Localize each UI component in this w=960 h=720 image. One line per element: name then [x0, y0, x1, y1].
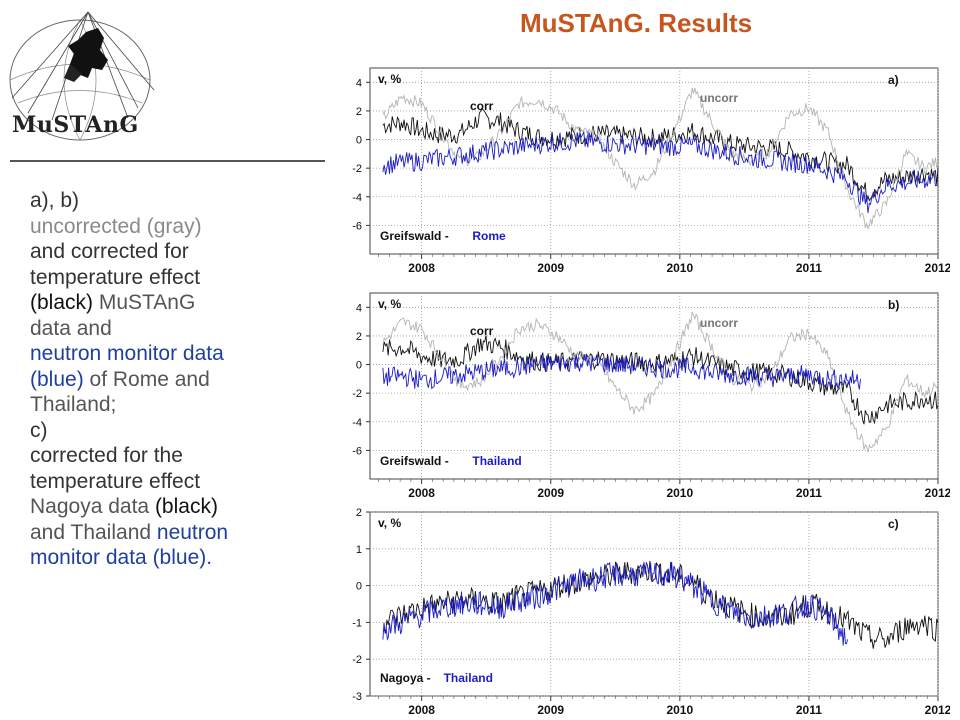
- desc-corr-3: (black) MuSTAnG: [30, 290, 310, 316]
- series-line-nagoya: [382, 560, 939, 649]
- desc-nm-3: Thailand;: [30, 393, 117, 416]
- series-line-thailand: [382, 354, 861, 390]
- y-tick-label: 0: [356, 135, 362, 147]
- desc-corr-3a: (black): [30, 291, 94, 314]
- chart-panel-c: 2 1 0 -1 -2 -3 2008 2009 2010 2011 2012 v, % c) Nagoy…: [352, 507, 950, 715]
- legend-station-black: Nagoya -: [380, 671, 431, 685]
- x-tick-label: 2012: [925, 261, 950, 275]
- y-tick-label: -6: [352, 220, 362, 232]
- y-axis-label: v, %: [378, 516, 401, 530]
- y-tick-label: 0: [356, 360, 362, 372]
- series-line-uncorr: [382, 311, 939, 453]
- y-tick-label: 1: [356, 544, 362, 556]
- series-line-corr: [382, 335, 939, 425]
- desc-c-4b: neutron: [156, 520, 229, 544]
- desc-c-1: corrected for the: [30, 444, 183, 467]
- series-line-uncorr: [382, 87, 939, 231]
- x-tick-label: 2012: [925, 486, 950, 500]
- x-tick-label: 2008: [408, 486, 435, 500]
- desc-line-ab: a), b): [30, 189, 80, 212]
- annotation-uncorr: uncorr: [700, 316, 738, 330]
- chart-panel-b: 4 2 0 -2 -4 -6 2008 2009 2010 2011 2012 v, % b) corr u…: [352, 292, 950, 500]
- series-line-rome: [382, 130, 939, 214]
- desc-c-3a: Nagoya data: [30, 495, 155, 518]
- desc-uncorr: uncorrected (gray): [30, 214, 202, 238]
- slide-title: MuSTAnG. Results: [520, 8, 753, 38]
- desc-c-3b: (black): [154, 495, 218, 518]
- legend-station-blue: Thailand: [444, 671, 493, 685]
- legend-station-black: Greifswald -: [380, 229, 449, 243]
- series-line-corr: [382, 108, 939, 202]
- x-tick-label: 2010: [666, 703, 693, 715]
- desc-corr-1: and corrected for: [30, 240, 189, 263]
- series-line-thailand: [382, 561, 849, 646]
- desc-nm-2a: (blue): [30, 367, 84, 391]
- y-tick-label: -1: [352, 617, 362, 629]
- logo-text: MuSTAnG: [12, 112, 139, 138]
- panel-label: b): [888, 298, 899, 312]
- mustang-logo: [8, 8, 158, 148]
- x-tick-label: 2012: [925, 703, 950, 715]
- legend-station-black: Greifswald -: [380, 454, 449, 468]
- x-tick-label: 2011: [796, 703, 822, 715]
- annotation-corr: corr: [470, 324, 494, 338]
- annotation-uncorr: uncorr: [700, 91, 738, 105]
- desc-nm-1: neutron monitor data: [30, 342, 224, 365]
- y-axis-label: v, %: [378, 72, 401, 86]
- plot-frame: [369, 292, 939, 480]
- annotation-corr: corr: [470, 99, 494, 113]
- y-tick-label: -6: [352, 445, 362, 457]
- horse-over-globe-logo-icon: [9, 11, 155, 141]
- x-tick-label: 2009: [537, 486, 564, 500]
- y-tick-label: -4: [352, 417, 362, 429]
- panel-label: c): [888, 517, 899, 531]
- y-axis-label: v, %: [378, 297, 401, 311]
- desc-c-5: monitor data (blue).: [30, 546, 213, 569]
- y-tick-label: 4: [356, 302, 362, 314]
- y-tick-label: 2: [356, 507, 362, 519]
- desc-corr-3b: MuSTAnG: [93, 291, 196, 314]
- panel-label: a): [888, 73, 899, 87]
- y-tick-label: -2: [352, 654, 362, 666]
- desc-corr-4: data and: [30, 316, 112, 340]
- y-tick-label: -3: [352, 691, 362, 703]
- x-tick-label: 2009: [537, 261, 564, 275]
- desc-line-c: c): [30, 418, 48, 442]
- y-tick-label: -2: [352, 163, 362, 175]
- y-tick-label: 4: [356, 77, 362, 89]
- desc-nm-2b: of Rome and: [83, 367, 210, 391]
- x-tick-label: 2009: [537, 703, 564, 715]
- chart-panel-a: 4 2 0 -2 -4 -6 2008 2009 2010 2011 2012 v, % a) corr u…: [352, 67, 950, 275]
- desc-c-2: temperature effect: [30, 469, 201, 493]
- x-tick-label: 2010: [666, 261, 693, 275]
- desc-c-4a: and Thailand: [30, 520, 157, 544]
- desc-corr-2: temperature effect: [30, 265, 201, 289]
- description-text: a), b) uncorrected (gray) and corrected …: [30, 188, 310, 571]
- y-tick-label: -2: [352, 388, 362, 400]
- x-tick-label: 2008: [408, 703, 435, 715]
- x-tick-label: 2011: [796, 486, 822, 500]
- x-tick-label: 2008: [408, 261, 435, 275]
- y-tick-label: -4: [352, 192, 362, 204]
- x-tick-label: 2011: [796, 261, 822, 275]
- y-tick-label: 2: [356, 331, 362, 343]
- y-tick-label: 0: [356, 581, 362, 593]
- y-tick-label: 2: [356, 106, 362, 118]
- legend-station-blue: Thailand: [472, 454, 521, 468]
- divider-line: [10, 160, 325, 162]
- x-tick-label: 2010: [666, 486, 693, 500]
- legend-station-blue: Rome: [472, 229, 506, 243]
